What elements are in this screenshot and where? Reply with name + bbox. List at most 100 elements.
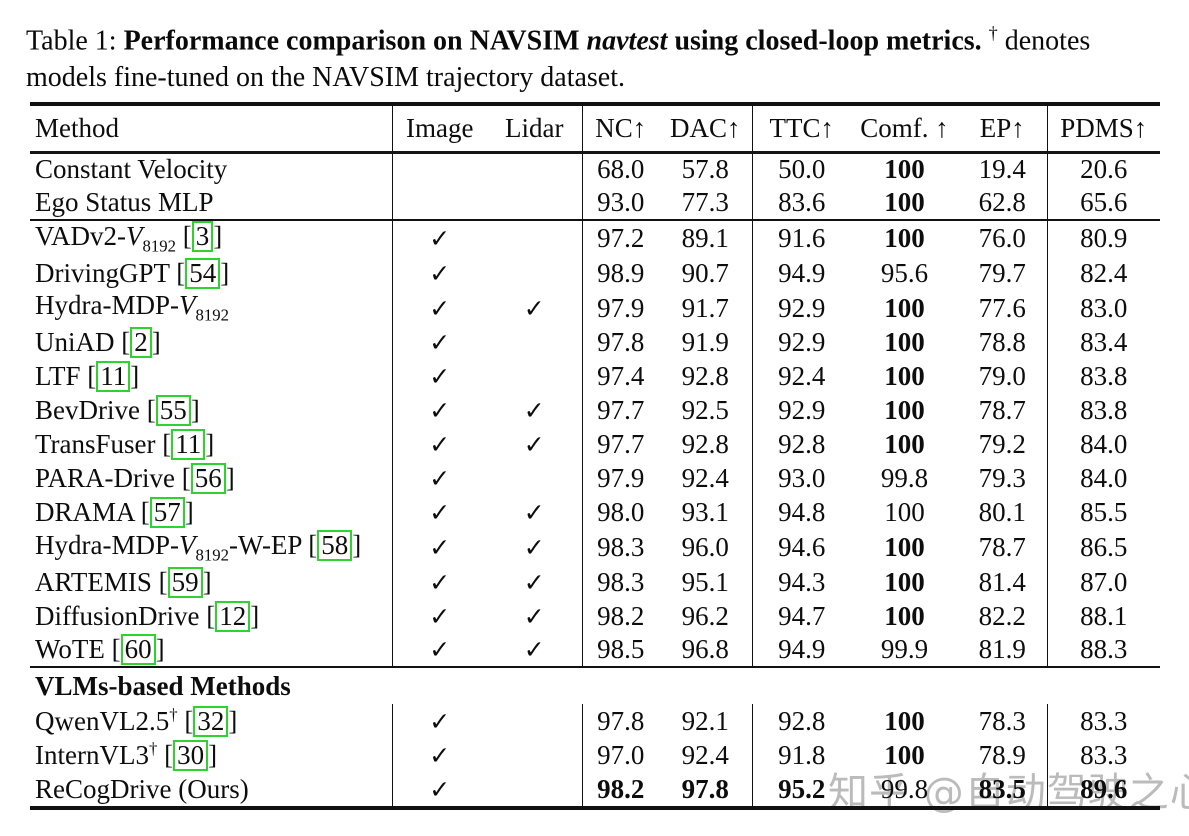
cell-comf: 100 — [884, 292, 925, 323]
method-name: Ego Status MLP — [35, 187, 214, 217]
citation-link[interactable]: [11] — [162, 429, 215, 461]
citation-link[interactable]: [32] — [184, 706, 238, 738]
citation-link[interactable]: [58] — [308, 529, 362, 561]
lidar-checkmark: ✓ — [523, 430, 545, 460]
cell-dac: 96.8 — [681, 634, 729, 665]
cell-ep: 62.8 — [978, 187, 1026, 217]
citation-link[interactable]: [60] — [111, 634, 165, 666]
cell-ttc: 95.2 — [751, 772, 851, 807]
col-header-nc: NC↑ — [581, 106, 659, 154]
calligraphic-v: V — [126, 221, 143, 251]
col-header-ttc: TTC↑ — [751, 106, 851, 154]
citation-link[interactable]: [57] — [140, 497, 194, 529]
cell-ep: 79.3 — [978, 463, 1026, 494]
cell-nc: 98.2 — [581, 772, 659, 807]
lidar-checkmark: ✓ — [523, 396, 545, 426]
cell-pdms: 89.6 — [1046, 772, 1160, 807]
cell-pdms: 83.8 — [1046, 393, 1160, 428]
cell-ttc: 93.0 — [751, 461, 851, 496]
method-name: TransFuser [11] — [35, 429, 215, 461]
table-row: LTF [11] ✓ 97.4 92.8 92.4 100 79.0 83.8 — [30, 359, 1160, 394]
caption-italic-navtest: navtest — [586, 25, 668, 57]
citation-link[interactable]: [56] — [181, 463, 235, 495]
citation-link[interactable]: [12] — [206, 600, 260, 632]
image-check-empty — [391, 186, 487, 220]
lidar-check-empty — [487, 256, 582, 290]
cell-dac: 92.1 — [681, 705, 729, 736]
cell-ttc: 94.7 — [751, 599, 851, 634]
method-name: PARA-Drive [56] — [35, 463, 235, 495]
citation-number: 2 — [130, 327, 152, 359]
method-name: ARTEMIS [59] — [35, 566, 212, 598]
citation-number: 60 — [120, 634, 156, 666]
calligraphic-v: V — [178, 529, 196, 560]
cell-dac: 91.9 — [681, 327, 729, 358]
cell-pdms: 82.4 — [1046, 256, 1160, 291]
citation-link[interactable]: [2] — [121, 327, 161, 359]
citation-link[interactable]: [11] — [87, 361, 140, 393]
citation-number: 58 — [317, 529, 353, 561]
image-checkmark: ✓ — [391, 599, 487, 634]
section-label: VLMs-based Methods — [30, 666, 1160, 705]
caption-footnote: denotes models fine-tuned on the NAVSIM … — [26, 25, 1091, 94]
cell-comf: 100 — [884, 395, 925, 426]
citation-link[interactable]: [59] — [158, 566, 212, 598]
image-check-empty — [391, 152, 487, 186]
lidar-check-empty — [487, 738, 582, 772]
citation-number: 57 — [149, 497, 185, 529]
cell-nc: 68.0 — [581, 152, 659, 186]
cell-nc: 98.3 — [581, 565, 659, 600]
citation-number: 12 — [215, 600, 251, 632]
method-name: VADv2-V8192 [3] — [30, 218, 392, 257]
cell-comf: 99.8 — [880, 773, 929, 804]
image-checkmark: ✓ — [391, 461, 487, 496]
caption-label: Table 1: — [26, 25, 124, 57]
image-checkmark: ✓ — [391, 565, 487, 600]
cell-ep: 78.7 — [978, 395, 1026, 426]
lidar-checkmark: ✓ — [523, 532, 545, 562]
table-row: VADv2-V8192 [3] ✓ 97.2 89.1 91.6 100 76.0 80.9 — [30, 218, 1160, 257]
col-header-comf: Comf. ↑ — [851, 106, 958, 154]
col-header-lidar: Lidar — [487, 106, 582, 154]
image-checkmark: ✓ — [391, 290, 487, 326]
cell-pdms: 84.0 — [1046, 427, 1160, 462]
cell-pdms: 85.5 — [1046, 495, 1160, 530]
cell-pdms: 84.0 — [1046, 461, 1160, 496]
col-header-pdms: PDMS↑ — [1046, 106, 1160, 154]
cell-nc: 97.7 — [581, 427, 659, 462]
method-name: UniAD [2] — [35, 327, 161, 359]
citation-link[interactable]: [54] — [176, 257, 230, 289]
lidar-checkmark: ✓ — [523, 567, 545, 597]
cell-nc: 97.0 — [581, 738, 659, 773]
cell-comf: 95.6 — [880, 257, 929, 288]
cell-nc: 97.9 — [581, 461, 659, 496]
table-row: Ego Status MLP 93.0 77.3 83.6 100 62.8 65.6 — [30, 186, 1160, 220]
cell-dac: 97.8 — [681, 773, 729, 804]
cell-dac: 92.8 — [681, 429, 729, 460]
cell-pdms: 86.5 — [1046, 529, 1160, 566]
lidar-checkmark: ✓ — [523, 601, 545, 631]
cell-ttc: 50.0 — [751, 152, 851, 186]
method-name: LTF [11] — [35, 361, 140, 393]
cell-dac: 95.1 — [681, 566, 729, 597]
cell-comf: 100 — [884, 705, 925, 736]
cell-pdms: 20.6 — [1046, 152, 1160, 186]
caption-bold-text-2: using closed-loop metrics. — [667, 25, 982, 57]
lidar-check-empty — [487, 704, 582, 738]
citation-number: 55 — [155, 395, 191, 427]
table-row: QwenVL2.5† [32] ✓ 97.8 92.1 92.8 100 78.3 83.3 — [30, 704, 1160, 739]
cell-pdms: 83.4 — [1046, 325, 1160, 360]
table-row: InternVL3† [30] ✓ 97.0 92.4 91.8 100 78.9 83.3 — [30, 738, 1160, 773]
cell-ep: 76.0 — [958, 218, 1047, 257]
citation-link[interactable]: [55] — [146, 395, 200, 427]
method-name: DrivingGPT [54] — [35, 257, 230, 289]
lidar-check-empty — [487, 772, 582, 806]
image-checkmark: ✓ — [391, 325, 487, 360]
citation-link[interactable]: [30] — [164, 740, 218, 772]
cell-pdms: 80.9 — [1046, 218, 1160, 257]
citation-link[interactable]: [3] — [182, 221, 223, 252]
cell-dac: 93.1 — [681, 497, 729, 528]
table-bottom-rule — [30, 806, 1160, 811]
image-checkmark: ✓ — [391, 256, 487, 291]
cell-ep: 79.7 — [978, 257, 1026, 288]
